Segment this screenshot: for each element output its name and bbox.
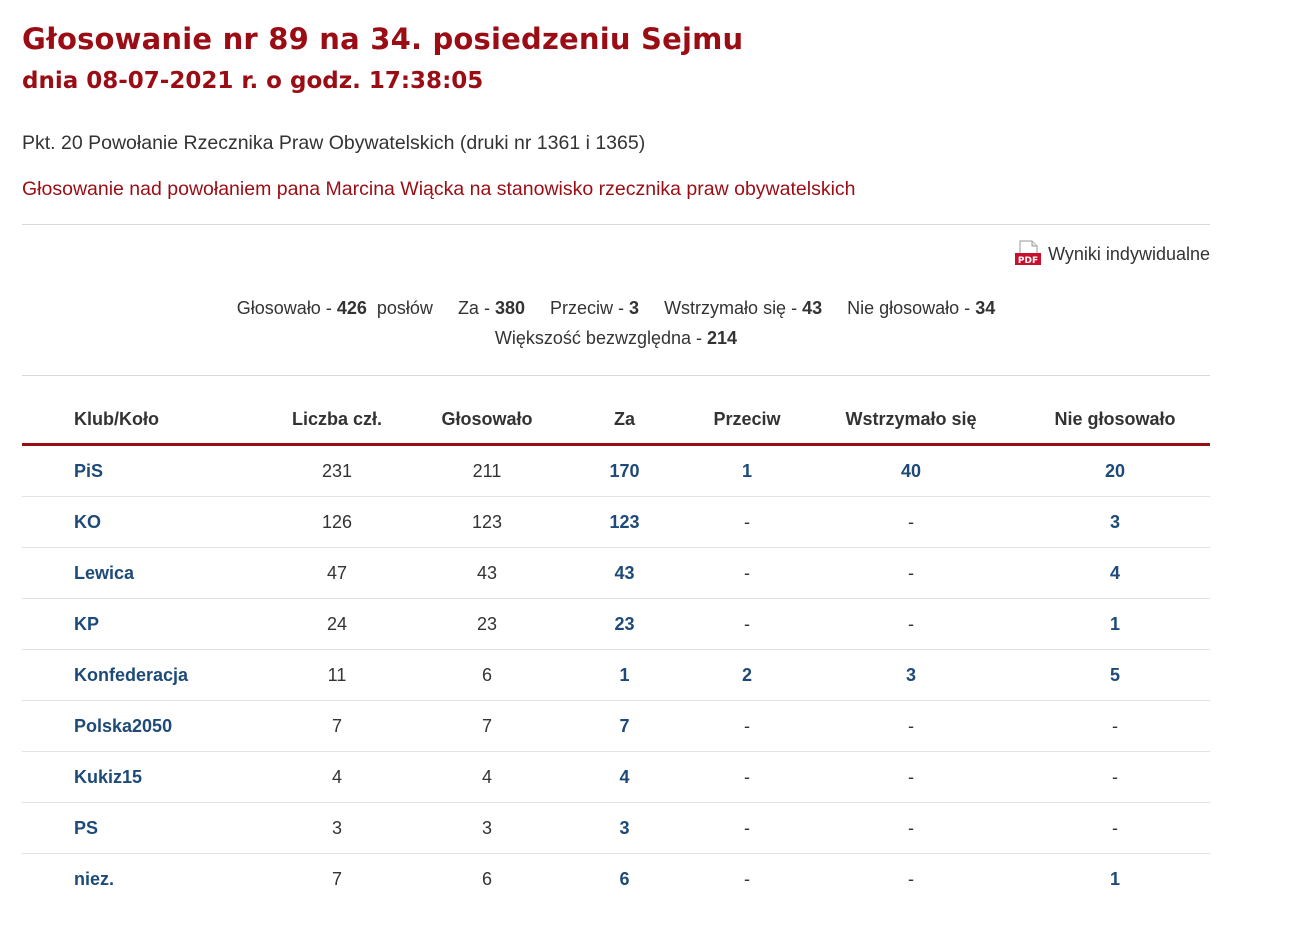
against-count: - (692, 700, 802, 752)
members-count: 7 (331, 868, 342, 889)
for-count[interactable]: 3 (557, 802, 692, 854)
club-name[interactable]: KP (22, 598, 257, 650)
header-abstained: Wstrzymało się (802, 395, 1020, 446)
agenda-item: Pkt. 20 Powołanie Rzecznika Praw Obywate… (22, 132, 646, 154)
svg-text:PDF: PDF (1018, 256, 1038, 266)
not-voted-count[interactable]: 5 (1020, 649, 1210, 701)
not-voted-count: - (1020, 802, 1210, 854)
for-count[interactable]: 23 (557, 598, 692, 650)
abstained-count: - (802, 700, 1020, 752)
club-name[interactable]: Konfederacja (22, 649, 257, 701)
against-count: - (744, 868, 750, 889)
against-count: - (692, 496, 802, 548)
voted-count: 123 (417, 496, 557, 548)
abstained-count[interactable]: 40 (802, 444, 1020, 497)
club-name[interactable]: niez. (74, 868, 115, 889)
voted-count: 211 (417, 444, 557, 497)
table-row: KO 126 123 123- -3 (22, 496, 1210, 548)
summary-majority: Większość bezwzględna - 214 (494, 328, 738, 348)
club-name[interactable]: PS (22, 802, 257, 854)
club-name[interactable]: Kukiz15 (22, 751, 257, 803)
abstained-count: - (802, 496, 1020, 548)
summary-voted: Głosowało - 426 posłów (236, 298, 433, 318)
against-count: - (692, 598, 802, 650)
club-results-table: Klub/Koło Liczba czł. Głosowało Za Przec… (22, 395, 1210, 904)
header-for: Za (557, 395, 692, 446)
not-voted-count[interactable]: 4 (1020, 547, 1210, 599)
pdf-icon: PDF (1014, 240, 1042, 268)
against-count: - (692, 802, 802, 854)
table-row: PS 3 3 3- - - (22, 802, 1210, 854)
abstained-count: - (802, 547, 1020, 599)
divider (22, 224, 1210, 225)
voted-count: 3 (417, 802, 557, 854)
not-voted-count[interactable]: 3 (1020, 496, 1210, 548)
members-count: 4 (257, 751, 417, 803)
table-row: KP 24 23 23- -1 (22, 598, 1210, 650)
against-count: - (692, 751, 802, 803)
header-not-voted: Nie głosowało (1020, 395, 1210, 446)
members-count: 126 (257, 496, 417, 548)
header-members: Liczba czł. (257, 395, 417, 446)
for-count[interactable]: 1 (557, 649, 692, 701)
table-row: Polska2050 7 7 7- - - (22, 700, 1210, 752)
not-voted-count[interactable]: 1 (1020, 598, 1210, 650)
table-row: niez. 7 6 6 - - 1 (22, 854, 1210, 905)
abstained-count: - (802, 802, 1020, 854)
table-row: Kukiz15 4 4 4- - - (22, 751, 1210, 803)
table-header-row: Klub/Koło Liczba czł. Głosowało Za Przec… (22, 395, 1210, 446)
not-voted-count: - (1020, 751, 1210, 803)
voted-count: 6 (481, 868, 492, 889)
for-count[interactable]: 6 (619, 868, 630, 889)
page-title: Głosowanie nr 89 na 34. posiedzeniu Sejm… (22, 22, 744, 56)
members-count: 24 (257, 598, 417, 650)
members-count: 7 (257, 700, 417, 752)
club-name[interactable]: PiS (22, 444, 257, 497)
individual-results-link[interactable]: PDF Wyniki indywidualne (1014, 240, 1210, 268)
abstained-count: - (908, 868, 914, 889)
table-row: Lewica 47 43 43- -4 (22, 547, 1210, 599)
summary-against: Przeciw - 3 (550, 298, 640, 318)
against-count: - (692, 547, 802, 599)
club-name[interactable]: Lewica (22, 547, 257, 599)
vote-date: dnia 08-07-2021 r. o godz. 17:38:05 (22, 68, 484, 94)
abstained-count: - (802, 751, 1020, 803)
club-name[interactable]: Polska2050 (22, 700, 257, 752)
for-count[interactable]: 123 (557, 496, 692, 548)
vote-summary: Głosowało - 426 posłów Za - 380 Przeciw … (22, 293, 1210, 353)
voted-count: 43 (417, 547, 557, 599)
divider (22, 375, 1210, 376)
table-row: Konfederacja 11 6 1 2 3 5 (22, 649, 1210, 701)
for-count[interactable]: 43 (557, 547, 692, 599)
members-count: 231 (257, 444, 417, 497)
individual-results-label: Wyniki indywidualne (1048, 243, 1210, 264)
not-voted-count[interactable]: 20 (1020, 444, 1210, 497)
header-club: Klub/Koło (22, 395, 257, 446)
voted-count: 23 (417, 598, 557, 650)
against-count[interactable]: 2 (692, 649, 802, 701)
for-count[interactable]: 4 (557, 751, 692, 803)
vote-topic: Głosowanie nad powołaniem pana Marcina W… (22, 178, 856, 200)
abstained-count[interactable]: 3 (802, 649, 1020, 701)
header-against: Przeciw (692, 395, 802, 446)
summary-for: Za - 380 (457, 298, 525, 318)
for-count[interactable]: 7 (557, 700, 692, 752)
summary-abstained: Wstrzymało się - 43 (664, 298, 823, 318)
header-voted: Głosowało (417, 395, 557, 446)
members-count: 11 (257, 649, 417, 701)
members-count: 3 (257, 802, 417, 854)
voted-count: 7 (417, 700, 557, 752)
for-count[interactable]: 170 (557, 444, 692, 497)
club-name[interactable]: KO (22, 496, 257, 548)
voted-count: 4 (417, 751, 557, 803)
abstained-count: - (802, 598, 1020, 650)
not-voted-count[interactable]: 1 (1109, 868, 1120, 889)
table-row: PiS 231 211 170 1 40 20 (22, 444, 1210, 497)
voted-count: 6 (417, 649, 557, 701)
against-count[interactable]: 1 (692, 444, 802, 497)
summary-not-voted: Nie głosowało - 34 (847, 298, 996, 318)
not-voted-count: - (1020, 700, 1210, 752)
members-count: 47 (257, 547, 417, 599)
